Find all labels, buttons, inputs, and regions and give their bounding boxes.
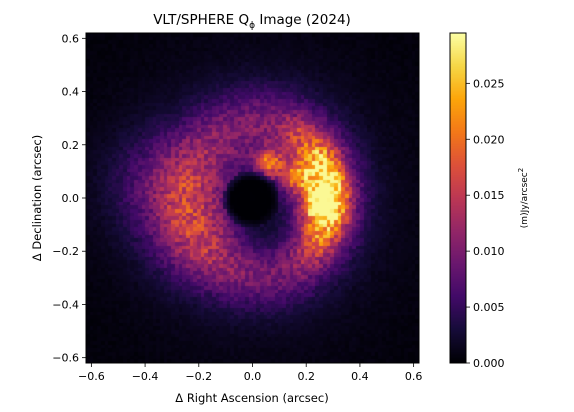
colorbar-tick-label: 0.015: [473, 189, 505, 202]
colorbar-tick-label: 0.000: [473, 357, 505, 370]
y-tick-label: 0.0: [62, 192, 80, 205]
x-tick-label: 0.0: [244, 370, 262, 383]
x-tick-label: −0.4: [132, 370, 159, 383]
x-tick-label: 0.6: [405, 370, 423, 383]
y-axis: 0.6 0.4 0.2 0.0 −0.2 −0.4 −0.6: [52, 32, 86, 365]
y-tick-label: 0.6: [62, 32, 80, 45]
x-tick-label: 0.4: [351, 370, 369, 383]
heatmap-canvas: [86, 33, 419, 363]
title-subscript: ϕ: [249, 21, 255, 31]
colorbar: 0.000 0.005 0.010 0.015 0.020 0.025 (m)Jy/arc…: [449, 32, 530, 370]
y-tick-label: −0.6: [52, 352, 79, 365]
colorbar-label-superscript: 2: [517, 168, 525, 172]
y-tick-label: −0.2: [52, 245, 79, 258]
colorbar-frame: [449, 32, 467, 364]
x-tick-label: 0.2: [297, 370, 315, 383]
colorbar-tick-label: 0.005: [473, 301, 505, 314]
y-tick-label: −0.4: [52, 298, 79, 311]
y-tick-label: 0.2: [62, 139, 80, 152]
x-axis: −0.6 −0.4 −0.2 0.0 0.2 0.4 0.6: [78, 363, 422, 383]
colorbar-ticks: 0.000 0.005 0.010 0.015 0.020 0.025: [466, 77, 505, 370]
y-tick-label: 0.4: [62, 86, 80, 99]
colorbar-label: (m)Jy/arcsec2: [517, 168, 530, 228]
y-axis-label: Δ Declination (arcsec): [30, 135, 44, 261]
colorbar-tick-label: 0.010: [473, 245, 505, 258]
x-tick-label: −0.6: [78, 370, 105, 383]
x-tick-label: −0.2: [185, 370, 212, 383]
chart-title: VLT/SPHERE Qϕ Image (2024): [153, 12, 351, 31]
colorbar-gradient: [450, 33, 466, 363]
heatmap-image: [85, 32, 420, 364]
x-axis-label: Δ Right Ascension (arcsec): [175, 391, 328, 405]
colorbar-tick-label: 0.020: [473, 133, 505, 146]
colorbar-tick-label: 0.025: [473, 77, 505, 90]
